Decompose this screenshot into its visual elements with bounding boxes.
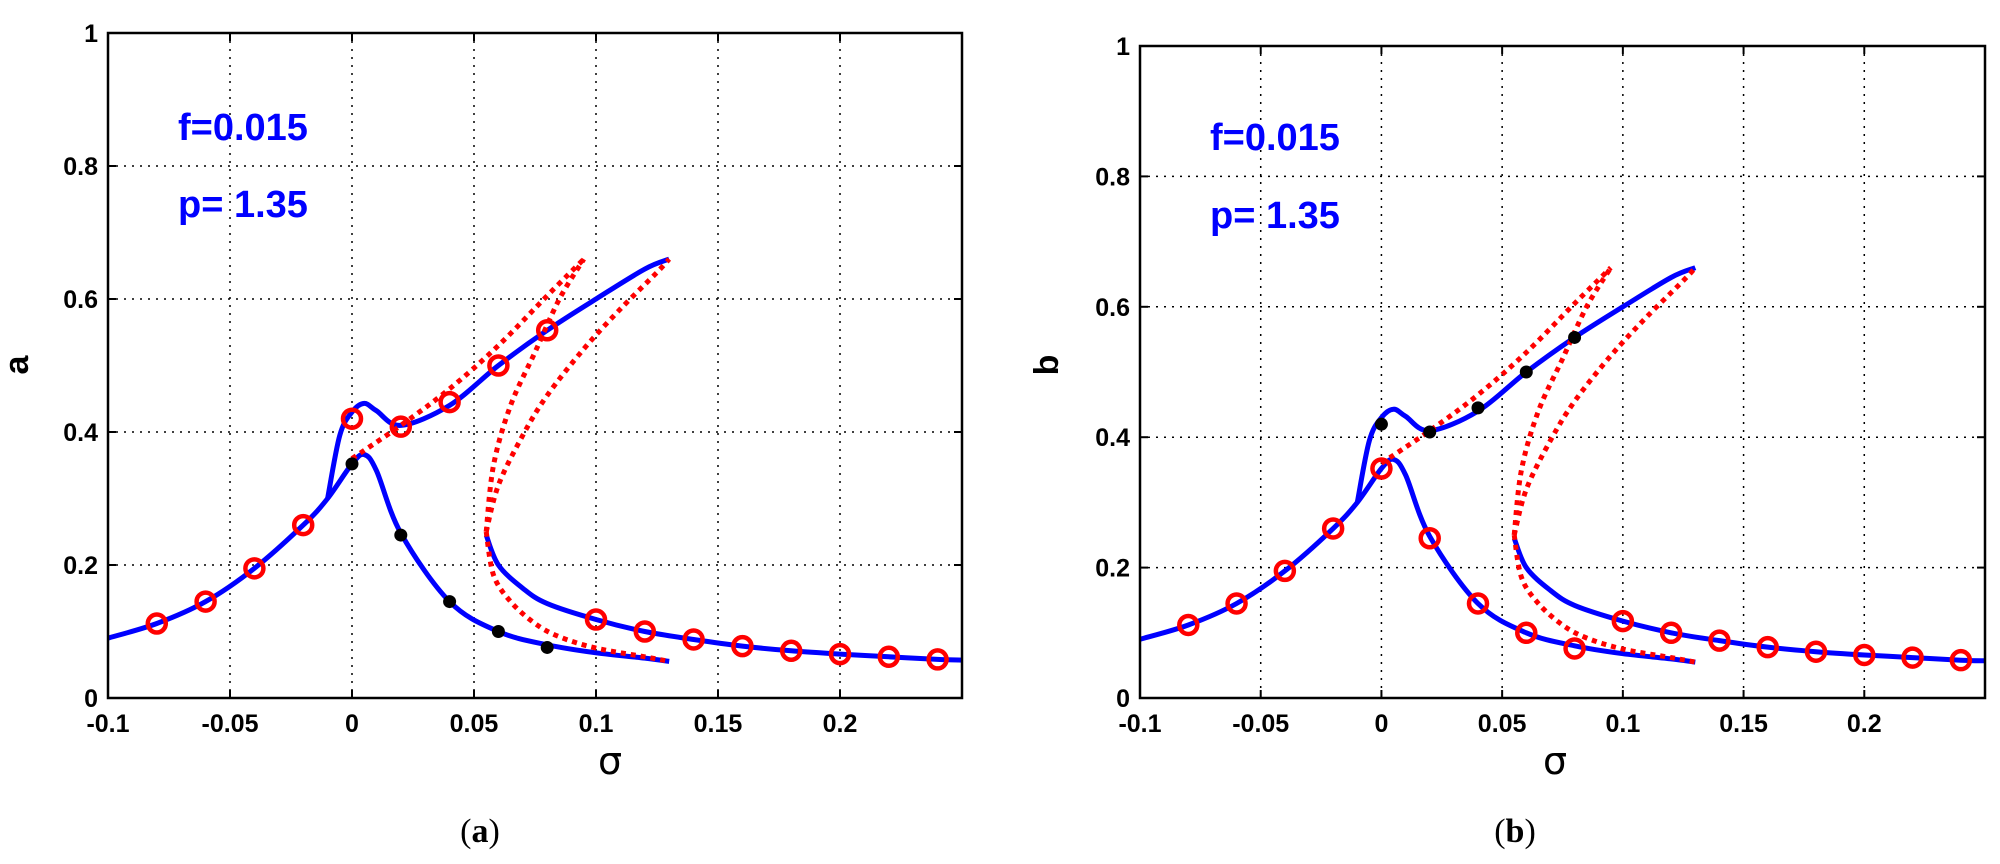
panel-b-y-tick-label: 0.8 <box>1095 163 1130 191</box>
panel-b-stable-lower-branch-line <box>1140 456 1696 665</box>
panel-a-numeric-point-open <box>291 513 315 537</box>
panel-b-numeric-point-filled <box>1471 401 1485 415</box>
panel-a-stable-right-branch-line <box>483 534 962 663</box>
panel-a-y-tick-label: 0.6 <box>63 286 98 314</box>
panel-b-xlabel: σ <box>1543 739 1567 783</box>
panel-a-y-tick-label: 1 <box>84 20 98 48</box>
panel-b-numeric-point-open <box>1418 527 1441 550</box>
panel-a-x-tick-label: 0 <box>345 710 359 738</box>
panel-b-numeric-point-open <box>1804 640 1828 663</box>
panel-a-xlabel: σ <box>598 739 622 783</box>
panel-b-x-tick-label: 0 <box>1374 710 1388 738</box>
panel-a-x-tick-label: -0.05 <box>202 710 259 738</box>
panel-a-numeric-point-filled <box>540 640 554 654</box>
panel-b-numeric-point-filled <box>1374 417 1388 431</box>
panel-a-x-tick-label: -0.1 <box>86 710 129 738</box>
panel-b-unstable-lower-line <box>1511 534 1696 665</box>
panel-b-numeric-point-open <box>1949 648 1973 672</box>
panel-b-y-tick-label: 0.2 <box>1095 555 1130 583</box>
panel-b-numeric-point-open <box>1225 592 1248 615</box>
panel-a-numeric-point-open <box>779 639 803 663</box>
panel-a-numeric-point-open <box>194 590 217 613</box>
panel-b-numeric-point-open <box>1708 629 1731 652</box>
panel-a-y-tick-label: 0.2 <box>63 552 98 580</box>
panel-b-y-tick-label: 0 <box>1116 685 1130 713</box>
panel-a-numeric-point-open <box>877 645 901 669</box>
panel-a-numeric-point-open <box>487 354 510 377</box>
panel-a-x-tick-label: 0.1 <box>579 710 614 738</box>
panel-b-numeric-point-open <box>1370 457 1393 480</box>
panel-a-numeric-point-open <box>584 608 608 631</box>
panel-b-numeric-point-filled <box>1568 330 1582 344</box>
panel-a-numeric-point-filled <box>394 528 408 542</box>
panel-a-numeric-point-open <box>633 620 657 643</box>
panel-b-numeric-point-open <box>1515 621 1538 645</box>
panel-a-y-tick-label: 0.4 <box>63 419 98 447</box>
panel-b-x-tick-label: -0.1 <box>1118 710 1161 738</box>
panel-b-plot-area <box>1140 46 1985 698</box>
panel-a-x-tick-label: 0.2 <box>823 710 858 738</box>
panel-a: -0.1 -0.05 0 0.05 0.1 0.15 0.2 0 0.2 0.4 0.6 0.8 1 a… <box>0 20 964 850</box>
panel-b-y-tick-label: 1 <box>1116 33 1130 61</box>
panel-b-unstable-middle-line <box>1511 266 1613 536</box>
panel-a-numeric-point-filled <box>345 457 359 471</box>
panel-a-numeric-point-open <box>389 415 413 438</box>
panel-a-numeric-point-open <box>243 557 266 580</box>
panel-b-numeric-point-open <box>1901 646 1924 669</box>
panel-a-unstable-right-line <box>483 257 672 533</box>
panel-a-numeric-point-open <box>535 319 559 342</box>
panel-b-ylabel: b <box>1028 355 1066 376</box>
panel-b-annotation-p: p= 1.35 <box>1210 195 1340 237</box>
panel-b-x-tick-label: 0.2 <box>1847 710 1882 738</box>
panel-b-numeric-point-open <box>1177 613 1200 637</box>
panel-a-numeric-point-open <box>438 390 461 414</box>
panel-b-numeric-point-open <box>1853 643 1876 667</box>
panel-a-axes-frame <box>106 31 964 700</box>
panel-b-x-tick-label: 0.1 <box>1605 710 1640 738</box>
panel-b-numeric-point-open <box>1273 559 1297 583</box>
panel-b-annotation-f: f=0.015 <box>1210 117 1340 159</box>
panel-b-y-tick-label: 0.6 <box>1095 294 1130 322</box>
panel-a-plot-area <box>108 33 962 698</box>
panel-b-numeric-point-open <box>1563 637 1586 660</box>
panel-b-y-tick-label: 0.4 <box>1095 424 1130 452</box>
panel-a-stable-upper-branch-line <box>325 256 671 499</box>
panel-a-numeric-point-filled <box>443 595 457 609</box>
panel-b-numeric-point-open <box>1659 621 1683 645</box>
panel-b-numeric-point-filled <box>1519 365 1533 379</box>
panel-a-y-tick-label: 0.8 <box>63 153 98 181</box>
panel-a-annotation-p: p= 1.35 <box>178 184 308 226</box>
panel-a-numeric-point-filled <box>491 625 505 638</box>
panel-b-unstable-right-line <box>1511 266 1698 536</box>
panel-b-numeric-point-open <box>1321 517 1345 540</box>
panel-a-unstable-lower-line <box>483 531 670 664</box>
panel-b-unstable-upper-line <box>1379 265 1613 466</box>
panel-b-numeric-point-filled <box>1423 425 1437 439</box>
panel-a-ylabel: a <box>0 354 36 374</box>
panel-b-x-tick-label: 0.15 <box>1719 710 1768 738</box>
panel-a-numeric-point-open <box>145 612 169 635</box>
panel-b-x-tick-label: 0.05 <box>1478 710 1527 738</box>
panel-a-x-tick-label: 0.15 <box>694 710 743 738</box>
panel-b-numeric-point-open <box>1756 635 1779 659</box>
panel-a-numeric-point-open <box>340 407 364 430</box>
panel-b-caption: (b) <box>1494 813 1536 850</box>
panel-a-numeric-point-open <box>828 642 852 666</box>
panel-b-numeric-point-open <box>1611 609 1635 633</box>
panel-b: -0.1 -0.05 0 0.05 0.1 0.15 0.2 0 0.2 0.4 0.6 0.8 1 b… <box>1028 33 1987 850</box>
panel-b-stable-right-branch-line <box>1511 537 1985 664</box>
panel-a-numeric-point-open <box>682 628 705 651</box>
panel-a-caption: (a) <box>460 813 500 850</box>
panel-a-annotation-f: f=0.015 <box>178 107 308 149</box>
panel-b-numeric-point-open <box>1466 592 1490 615</box>
panel-a-numeric-point-open <box>926 648 949 671</box>
panel-a-x-tick-label: 0.05 <box>450 710 499 738</box>
panel-a-numeric-point-open <box>731 634 754 658</box>
panel-b-x-tick-label: -0.05 <box>1232 710 1289 738</box>
panel-b-axes-frame <box>1138 44 1987 700</box>
panel-a-stable-lower-branch-line <box>108 451 670 664</box>
panel-a-y-tick-label: 0 <box>84 685 98 713</box>
